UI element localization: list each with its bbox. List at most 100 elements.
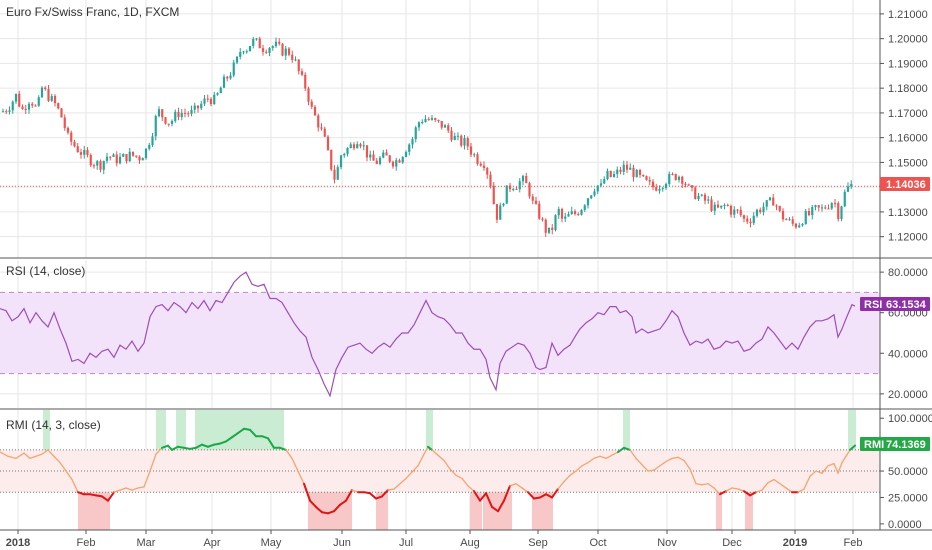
- candle[interactable]: [190, 105, 193, 117]
- candle[interactable]: [209, 97, 213, 107]
- candle[interactable]: [294, 56, 297, 62]
- rmi-line-segment[interactable]: [455, 474, 463, 480]
- candle[interactable]: [79, 148, 83, 159]
- candle[interactable]: [622, 160, 625, 176]
- rmi-overbought-segment[interactable]: [617, 446, 625, 454]
- candle[interactable]: [31, 101, 34, 108]
- candle[interactable]: [762, 202, 765, 216]
- candle[interactable]: [625, 160, 629, 173]
- rmi-line-segment[interactable]: [671, 456, 679, 460]
- candle[interactable]: [642, 174, 645, 178]
- candle[interactable]: [687, 183, 690, 187]
- rmi-overbought-segment[interactable]: [225, 436, 233, 443]
- candle[interactable]: [720, 205, 723, 210]
- candle[interactable]: [434, 117, 437, 122]
- candle[interactable]: [183, 108, 187, 118]
- rmi-line-segment[interactable]: [773, 478, 781, 485]
- candle[interactable]: [320, 123, 323, 131]
- candle[interactable]: [629, 163, 632, 170]
- candle[interactable]: [850, 180, 853, 190]
- candle[interactable]: [102, 160, 105, 175]
- candle[interactable]: [242, 50, 245, 55]
- candle[interactable]: [502, 202, 505, 207]
- rmi-line-segment[interactable]: [837, 461, 843, 474]
- candle[interactable]: [827, 204, 830, 210]
- rmi-oversold-segment[interactable]: [497, 499, 505, 513]
- rmi-oversold-segment[interactable]: [363, 491, 371, 495]
- rmi-overbought-segment[interactable]: [213, 442, 221, 446]
- candle[interactable]: [349, 142, 352, 149]
- candle[interactable]: [21, 104, 24, 110]
- candle[interactable]: [772, 194, 775, 206]
- candle[interactable]: [177, 107, 180, 121]
- candle[interactable]: [63, 114, 66, 131]
- rmi-line-segment[interactable]: [7, 455, 17, 460]
- candle[interactable]: [274, 37, 278, 48]
- candle[interactable]: [278, 38, 281, 46]
- candle[interactable]: [651, 179, 655, 191]
- rmi-oversold-segment[interactable]: [473, 490, 481, 502]
- candle[interactable]: [729, 204, 733, 218]
- candle[interactable]: [216, 92, 219, 96]
- candle[interactable]: [645, 175, 648, 181]
- rmi-line-segment[interactable]: [557, 480, 565, 490]
- candle[interactable]: [24, 104, 27, 114]
- candle[interactable]: [53, 94, 57, 107]
- candle[interactable]: [593, 188, 596, 197]
- candle[interactable]: [421, 119, 424, 125]
- candle[interactable]: [791, 216, 794, 227]
- rmi-line-segment[interactable]: [0, 451, 9, 457]
- candle[interactable]: [5, 109, 8, 115]
- candle[interactable]: [668, 171, 671, 187]
- candle[interactable]: [820, 204, 824, 212]
- candle[interactable]: [391, 160, 395, 169]
- rmi-overbought-segment[interactable]: [183, 446, 191, 450]
- rmi-oversold-segment[interactable]: [95, 494, 103, 498]
- candle[interactable]: [456, 132, 460, 141]
- candle[interactable]: [723, 203, 726, 210]
- candle[interactable]: [343, 152, 346, 158]
- rmi-line-segment[interactable]: [291, 457, 299, 472]
- candle[interactable]: [27, 101, 31, 114]
- candle[interactable]: [310, 99, 313, 110]
- candle[interactable]: [811, 204, 814, 220]
- candle[interactable]: [34, 104, 37, 107]
- candle[interactable]: [775, 204, 778, 211]
- candle[interactable]: [196, 105, 200, 113]
- candle[interactable]: [18, 90, 21, 108]
- rmi-line-segment[interactable]: [731, 487, 739, 490]
- candle[interactable]: [837, 201, 840, 222]
- candle[interactable]: [375, 157, 378, 165]
- candle[interactable]: [284, 45, 287, 60]
- rmi-line-segment[interactable]: [761, 482, 769, 491]
- candle[interactable]: [323, 126, 326, 138]
- candle[interactable]: [752, 212, 755, 226]
- candle[interactable]: [339, 154, 343, 170]
- candle[interactable]: [515, 186, 518, 190]
- candle[interactable]: [684, 182, 687, 188]
- candle[interactable]: [427, 117, 430, 121]
- rmi-line-segment[interactable]: [437, 454, 445, 462]
- candle[interactable]: [538, 200, 541, 220]
- rmi-oversold-segment[interactable]: [545, 493, 553, 499]
- rmi-line-segment[interactable]: [399, 477, 407, 485]
- candle[interactable]: [252, 36, 255, 49]
- rmi-line-segment[interactable]: [755, 489, 763, 493]
- rmi-line-segment[interactable]: [47, 449, 55, 457]
- candle[interactable]: [671, 172, 674, 176]
- candle[interactable]: [781, 208, 785, 222]
- candle[interactable]: [694, 185, 697, 200]
- rmi-line-segment[interactable]: [629, 449, 637, 460]
- candle[interactable]: [443, 123, 447, 128]
- candle[interactable]: [378, 156, 382, 166]
- candle[interactable]: [408, 143, 411, 156]
- candle[interactable]: [235, 56, 239, 65]
- rmi-oversold-segment[interactable]: [491, 505, 499, 513]
- rmi-line-segment[interactable]: [611, 451, 619, 456]
- candle[interactable]: [118, 152, 122, 165]
- candle[interactable]: [801, 223, 804, 227]
- rmi-line-segment[interactable]: [827, 463, 835, 467]
- candle[interactable]: [125, 153, 128, 164]
- rmi-overbought-segment[interactable]: [189, 446, 197, 450]
- candle[interactable]: [586, 197, 590, 209]
